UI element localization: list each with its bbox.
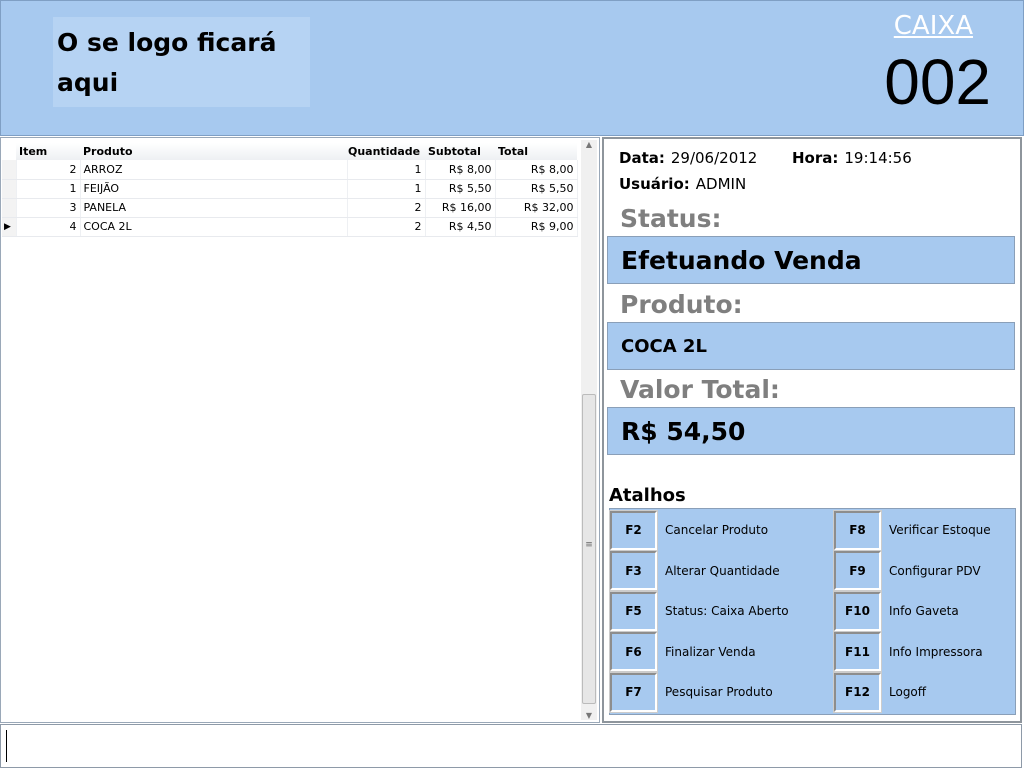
cell-item: 1 [16, 179, 81, 199]
cell-produto: COCA 2L [80, 217, 348, 237]
row-indicator [2, 160, 17, 180]
table-row[interactable]: 1 FEIJÃO 1 R$ 5,50 R$ 5,50 [2, 179, 578, 199]
shortcut-label: Logoff [889, 685, 927, 699]
cell-quantidade: 2 [347, 217, 426, 237]
shortcut-f5[interactable]: F5 Status: Caixa Aberto [609, 590, 789, 632]
cell-item: 4 [16, 217, 81, 237]
shortcuts-title: Atalhos [609, 485, 686, 506]
col-item[interactable]: Item [16, 143, 80, 160]
date-value: 29/06/2012 [670, 149, 758, 167]
shortcut-key-button[interactable]: F12 [833, 671, 882, 713]
scroll-down-icon[interactable]: ▼ [585, 711, 593, 720]
caixa-label: CAIXA [893, 11, 973, 41]
time-value: 19:14:56 [844, 149, 912, 167]
shortcut-key-button[interactable]: F11 [833, 631, 882, 672]
user-value: ADMIN [695, 175, 747, 193]
shortcut-key-button[interactable]: F10 [833, 590, 882, 632]
product-value: COCA 2L [607, 322, 1015, 370]
cell-produto: PANELA [80, 198, 348, 218]
total-value: R$ 54,50 [607, 407, 1015, 455]
shortcut-label: Pesquisar Produto [665, 685, 773, 699]
shortcuts-panel: F2 Cancelar Produto F3 Alterar Quantidade F5… [609, 508, 1016, 715]
date-info: Data: 29/06/2012 [619, 149, 757, 167]
col-quantidade[interactable]: Quantidade [347, 143, 425, 160]
shortcut-label: Configurar PDV [889, 563, 981, 578]
cell-subtotal: R$ 8,00 [425, 160, 496, 180]
status-label: Status: [620, 204, 722, 233]
user-info: Usuário: ADMIN [619, 175, 746, 193]
shortcut-key-button[interactable]: F6 [609, 631, 658, 672]
shortcut-label: Alterar Quantidade [665, 563, 780, 578]
shortcut-f9[interactable]: F9 Configurar PDV [833, 550, 981, 591]
cell-total: R$ 9,00 [495, 217, 578, 237]
shortcut-f7[interactable]: F7 Pesquisar Produto [609, 671, 773, 713]
shortcut-f12[interactable]: F12 Logoff [833, 671, 927, 713]
shortcut-label: Verificar Estoque [889, 523, 991, 537]
items-grid[interactable]: Item Produto Quantidade Subtotal Total 2… [0, 137, 600, 723]
shortcut-label: Status: Caixa Aberto [665, 604, 789, 618]
shortcut-f6[interactable]: F6 Finalizar Venda [609, 631, 756, 672]
cell-subtotal: R$ 16,00 [425, 198, 496, 218]
shortcut-key-button[interactable]: F5 [609, 590, 658, 632]
cell-quantidade: 1 [347, 160, 426, 180]
time-label: Hora: [792, 149, 839, 167]
shortcut-key-button[interactable]: F2 [609, 509, 658, 551]
cell-produto: ARROZ [80, 160, 348, 180]
status-value: Efetuando Venda [607, 236, 1015, 284]
shortcut-f2[interactable]: F2 Cancelar Produto [609, 509, 769, 551]
scroll-up-icon[interactable]: ▲ [585, 140, 593, 149]
col-subtotal[interactable]: Subtotal [425, 143, 495, 160]
header: O se logo ficará aqui CAIXA 002 [0, 0, 1024, 136]
shortcut-key-button[interactable]: F9 [833, 550, 882, 591]
table-header: Item Produto Quantidade Subtotal Total [2, 143, 577, 160]
vertical-scrollbar[interactable]: ▲ ≡ ▼ [581, 140, 597, 720]
shortcut-f10[interactable]: F10 Info Gaveta [833, 590, 959, 632]
shortcut-f3[interactable]: F3 Alterar Quantidade [609, 550, 780, 591]
row-indicator: ▶ [2, 217, 17, 237]
col-total[interactable]: Total [495, 143, 577, 160]
cell-total: R$ 32,00 [495, 198, 578, 218]
items-table: Item Produto Quantidade Subtotal Total 2… [2, 143, 578, 237]
caixa-number: 002 [884, 46, 991, 118]
cell-total: R$ 5,50 [495, 179, 578, 199]
product-label: Produto: [620, 290, 743, 319]
shortcut-key-button[interactable]: F7 [609, 671, 658, 713]
total-label: Valor Total: [620, 375, 780, 404]
cell-quantidade: 1 [347, 179, 426, 199]
shortcut-label: Finalizar Venda [665, 644, 756, 659]
user-label: Usuário: [619, 175, 690, 193]
cell-quantidade: 2 [347, 198, 426, 218]
scroll-thumb[interactable]: ≡ [582, 394, 596, 704]
barcode-input[interactable] [0, 724, 1022, 768]
cell-item: 2 [16, 160, 81, 180]
time-info: Hora: 19:14:56 [792, 149, 912, 167]
date-label: Data: [619, 149, 665, 167]
cell-produto: FEIJÃO [80, 179, 348, 199]
cell-subtotal: R$ 4,50 [425, 217, 496, 237]
row-indicator [2, 179, 17, 199]
shortcut-f11[interactable]: F11 Info Impressora [833, 631, 983, 672]
text-cursor [6, 730, 7, 762]
logo-placeholder: O se logo ficará aqui [53, 17, 310, 107]
cell-subtotal: R$ 5,50 [425, 179, 496, 199]
cell-item: 3 [16, 198, 81, 218]
cell-total: R$ 8,00 [495, 160, 578, 180]
table-row[interactable]: 3 PANELA 2 R$ 16,00 R$ 32,00 [2, 198, 578, 218]
col-produto[interactable]: Produto [80, 143, 347, 160]
table-row[interactable]: ▶ 4 COCA 2L 2 R$ 4,50 R$ 9,00 [2, 217, 578, 237]
shortcut-f8[interactable]: F8 Verificar Estoque [833, 509, 991, 551]
shortcut-key-button[interactable]: F3 [609, 550, 658, 591]
indicator-header [2, 143, 16, 160]
table-row[interactable]: 2 ARROZ 1 R$ 8,00 R$ 8,00 [2, 160, 578, 180]
shortcut-label: Info Impressora [889, 644, 983, 659]
shortcut-label: Cancelar Produto [665, 523, 769, 537]
shortcut-label: Info Gaveta [889, 604, 959, 618]
shortcut-key-button[interactable]: F8 [833, 509, 882, 551]
sale-info-panel: Data: 29/06/2012 Hora: 19:14:56 Usuário: AD… [602, 137, 1022, 723]
row-indicator [2, 198, 17, 218]
